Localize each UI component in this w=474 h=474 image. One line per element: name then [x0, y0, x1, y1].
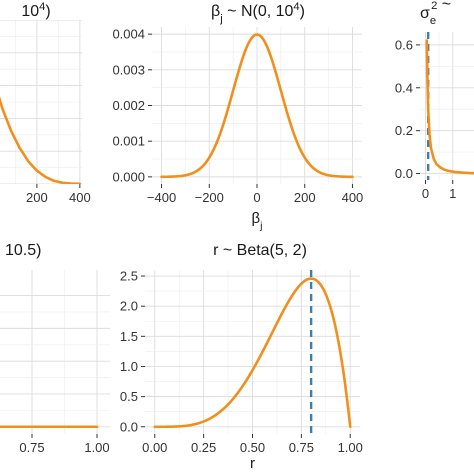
y-tick-label: 0.000	[112, 169, 145, 184]
x-axis-title: βj	[252, 210, 263, 232]
chart-panel-p4: 0.75 1.00 10.5)	[0, 242, 110, 455]
y-tick-label: 2.0	[120, 299, 138, 314]
y-tick-label: 1.5	[120, 329, 138, 344]
x-tick-label: 400	[69, 190, 91, 205]
density-curve	[0, 96, 82, 184]
x-tick-label: 1.00	[338, 440, 363, 455]
x-tick-label: 0	[253, 190, 260, 205]
y-tick-label: 0.2	[395, 123, 413, 138]
x-tick-label: 0.50	[240, 440, 265, 455]
y-tick-label: 0.001	[112, 134, 145, 149]
y-tick-label: 0.003	[112, 62, 145, 77]
x-tick-label: 0.75	[289, 440, 314, 455]
y-tick-label: 1.0	[120, 359, 138, 374]
y-tick-label: 0.004	[112, 27, 145, 42]
y-tick-label: 2.5	[120, 269, 138, 284]
density-curve	[425, 39, 474, 175]
y-tick-label: 0.5	[120, 389, 138, 404]
panel-title: r ~ Beta(5, 2)	[213, 242, 307, 259]
density-curve	[160, 33, 354, 179]
x-tick-label: 1	[449, 186, 456, 201]
y-tick-label: 0.4	[395, 80, 413, 95]
x-tick-label: 1.00	[84, 440, 109, 455]
y-tick-label: 0.0	[120, 419, 138, 434]
x-tick-label: −400	[147, 190, 176, 205]
chart-panel-p1: 200 400 104)	[0, 1, 91, 205]
x-tick-label: 0.75	[19, 440, 44, 455]
x-axis-title: r	[250, 455, 255, 472]
density-curve	[153, 277, 352, 429]
x-tick-label: 200	[294, 190, 316, 205]
x-tick-label: −200	[195, 190, 224, 205]
chart-panel-p2: −400 −200 0 200 400 0.000 0.001 0.002 0.003 0.004…	[112, 1, 363, 232]
y-tick-label: 0.002	[112, 98, 145, 113]
x-tick-label: 0	[422, 186, 429, 201]
x-tick-label: 0.00	[142, 440, 167, 455]
gridlines	[0, 20, 82, 184]
x-tick-label: 400	[342, 190, 364, 205]
y-tick-label: 0.0	[395, 166, 413, 181]
x-tick-label: 200	[26, 190, 48, 205]
panel-title: 10.5)	[5, 242, 41, 259]
plot-area	[0, 270, 110, 434]
panel-title: 104)	[21, 1, 50, 20]
panel-title: σe2 ~	[420, 0, 451, 27]
x-tick-label: 0.25	[191, 440, 216, 455]
y-tick-label: 0.6	[395, 37, 413, 52]
chart-panel-p3: 0 1 0.0 0.2 0.4 0.6 σe2 ~	[395, 0, 474, 201]
panel-title: βj ~ N(0, 104)	[211, 1, 305, 25]
gridlines	[420, 32, 474, 180]
chart-panel-p5: 0.00 0.25 0.50 0.75 1.00 0.0 0.5 1.0 1.5 2.0 2.5 r …	[120, 242, 363, 472]
